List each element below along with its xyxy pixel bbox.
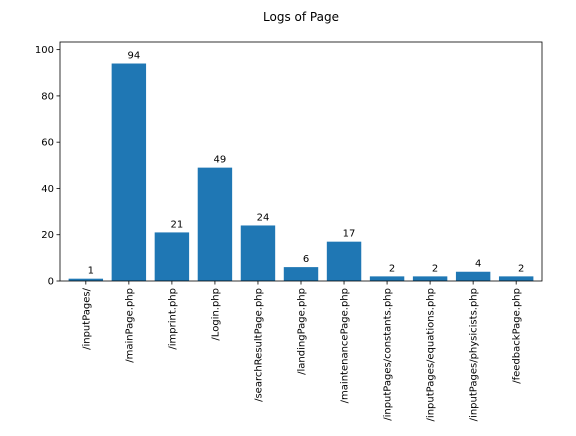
x-tick-label: /landingPage.php xyxy=(297,288,308,375)
data-label: 94 xyxy=(127,51,140,62)
chart-title: Logs of Page xyxy=(263,10,339,24)
y-tick-label: 40 xyxy=(41,184,54,195)
data-label: 6 xyxy=(303,254,309,265)
bar xyxy=(327,242,361,281)
x-tick-label: /inputPages/ xyxy=(81,287,92,350)
bar xyxy=(370,276,404,281)
x-tick-label: /inputPages/constants.php xyxy=(383,288,394,421)
data-label: 24 xyxy=(257,212,270,223)
x-tick-label: /imprint.php xyxy=(167,288,178,350)
data-label: 49 xyxy=(214,155,227,166)
bar xyxy=(241,225,275,281)
y-tick-label: 20 xyxy=(41,230,54,241)
bar xyxy=(456,272,490,281)
y-axis: 0 20 40 60 80 100 xyxy=(35,45,60,287)
bar xyxy=(499,276,533,281)
y-tick-label: 100 xyxy=(35,45,54,56)
x-tick-label: /inputPages/physicists.php xyxy=(469,288,480,421)
data-label: 2 xyxy=(518,263,524,274)
data-label: 17 xyxy=(343,229,356,240)
data-label: 1 xyxy=(88,266,94,277)
x-tick-label: /feedbackPage.php xyxy=(512,288,523,384)
data-label: 2 xyxy=(389,263,395,274)
y-tick-label: 80 xyxy=(41,91,54,102)
x-axis: /inputPages/ /mainPage.php/imprint.php/Lo… xyxy=(81,281,522,421)
x-tick-label: /inputPages/equations.php xyxy=(426,288,437,421)
bar xyxy=(155,232,189,281)
bar xyxy=(112,64,146,281)
bar xyxy=(413,276,447,281)
data-label: 2 xyxy=(432,263,438,274)
bar xyxy=(284,267,318,281)
y-tick-label: 60 xyxy=(41,138,54,149)
x-tick-label: /maintenancePage.php xyxy=(340,288,351,403)
data-label: 4 xyxy=(475,259,481,270)
y-tick-label: 0 xyxy=(48,277,54,288)
x-tick-label: /Login.php xyxy=(210,288,221,341)
x-tick-label: /searchResultPage.php xyxy=(253,288,264,402)
bar xyxy=(198,168,232,281)
x-tick-label: /mainPage.php xyxy=(124,288,135,363)
data-label: 21 xyxy=(171,219,184,230)
